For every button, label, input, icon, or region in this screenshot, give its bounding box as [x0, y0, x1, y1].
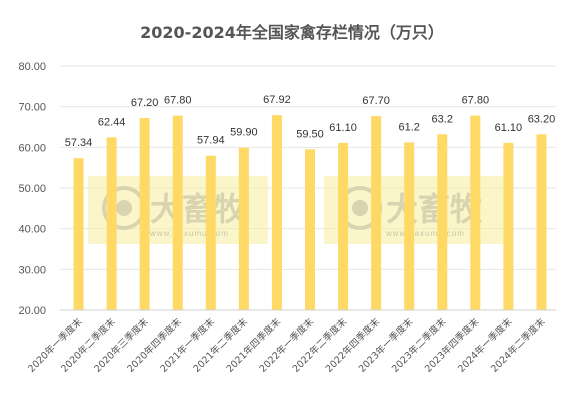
data-labels: 57.34 62.44 67.20 67.80 57.94 59.90 67.92 59.50… — [65, 94, 555, 149]
x-tick-label: 2020年三季度末 — [92, 315, 152, 375]
y-tick-label: 50.00 — [18, 183, 46, 195]
x-tick-label: 2022年二季度末 — [290, 315, 350, 375]
bar — [503, 142, 514, 310]
data-label: 59.50 — [296, 128, 324, 140]
bars — [73, 115, 547, 311]
x-tick-label: 2023年四季度末 — [422, 315, 482, 375]
watermark-text: 大畜牧 — [386, 190, 483, 228]
x-tick-label: 2023年一季度末 — [356, 315, 416, 375]
watermark-url: www.daxumu.com — [385, 229, 465, 238]
x-tick-label: 2022年一季度末 — [257, 315, 317, 375]
bar — [305, 149, 315, 310]
bar — [470, 115, 481, 310]
bar — [106, 137, 117, 310]
watermark-url: www.daxumu.com — [149, 229, 229, 238]
data-label: 67.92 — [263, 94, 291, 106]
x-axis-categories: 2020年一季度末2020年二季度末2020年三季度末2020年四季度末2021… — [25, 315, 547, 375]
bar — [172, 115, 183, 310]
x-tick-label: 2024年一季度末 — [455, 315, 515, 375]
bar — [139, 118, 150, 310]
data-label: 57.94 — [197, 135, 225, 147]
x-tick-label: 2021年四季度末 — [224, 315, 284, 375]
data-label: 61.10 — [329, 122, 357, 134]
data-label: 67.80 — [164, 95, 192, 107]
bar — [338, 142, 349, 310]
y-tick-label: 40.00 — [18, 224, 46, 236]
data-label: 67.80 — [462, 95, 490, 107]
y-tick-label: 60.00 — [18, 142, 46, 154]
y-tick-label: 80.00 — [18, 61, 46, 73]
bar — [371, 116, 382, 311]
bar — [205, 155, 216, 310]
data-label: 67.20 — [131, 97, 159, 109]
x-tick-label: 2020年四季度末 — [125, 315, 185, 375]
y-tick-label: 20.00 — [18, 305, 46, 317]
y-tick-label: 70.00 — [18, 102, 46, 114]
x-tick-label: 2022年四季度末 — [323, 315, 383, 375]
y-tick-label: 30.00 — [18, 264, 46, 276]
x-tick-label: 2020年二季度末 — [59, 315, 119, 375]
data-label: 61.2 — [398, 121, 419, 133]
x-tick-label: 2023年二季度末 — [389, 315, 449, 375]
bar — [73, 158, 84, 310]
bar — [271, 115, 282, 310]
data-label: 62.44 — [98, 116, 126, 128]
x-tick-label: 2020年一季度末 — [25, 315, 85, 375]
bar — [437, 134, 448, 310]
chart-title: 2020-2024年全国家禽存栏情况（万只） — [140, 23, 444, 42]
watermark-left: 大畜牧 www.daxumu.com — [88, 176, 268, 244]
bar — [536, 134, 547, 310]
x-tick-label: 2021年一季度末 — [158, 315, 218, 375]
watermarks: 大畜牧 www.daxumu.com 大畜牧 www.daxumu.com — [88, 176, 510, 244]
bar — [404, 142, 415, 310]
data-label: 59.90 — [230, 127, 258, 139]
data-label: 63.20 — [528, 113, 556, 125]
data-label: 57.34 — [65, 137, 93, 149]
data-label: 67.70 — [362, 95, 390, 107]
x-tick-label: 2021年二季度末 — [191, 315, 251, 375]
x-tick-label: 2024年二季度末 — [488, 315, 548, 375]
data-label: 61.10 — [495, 122, 523, 134]
y-axis-ticks: 20.00 30.00 40.00 50.00 60.00 70.00 80.00 — [18, 61, 46, 317]
watermark-right: 大畜牧 www.daxumu.com — [324, 176, 510, 244]
data-label: 63.2 — [432, 113, 453, 125]
bar — [238, 147, 249, 310]
watermark-text: 大畜牧 — [150, 190, 247, 228]
